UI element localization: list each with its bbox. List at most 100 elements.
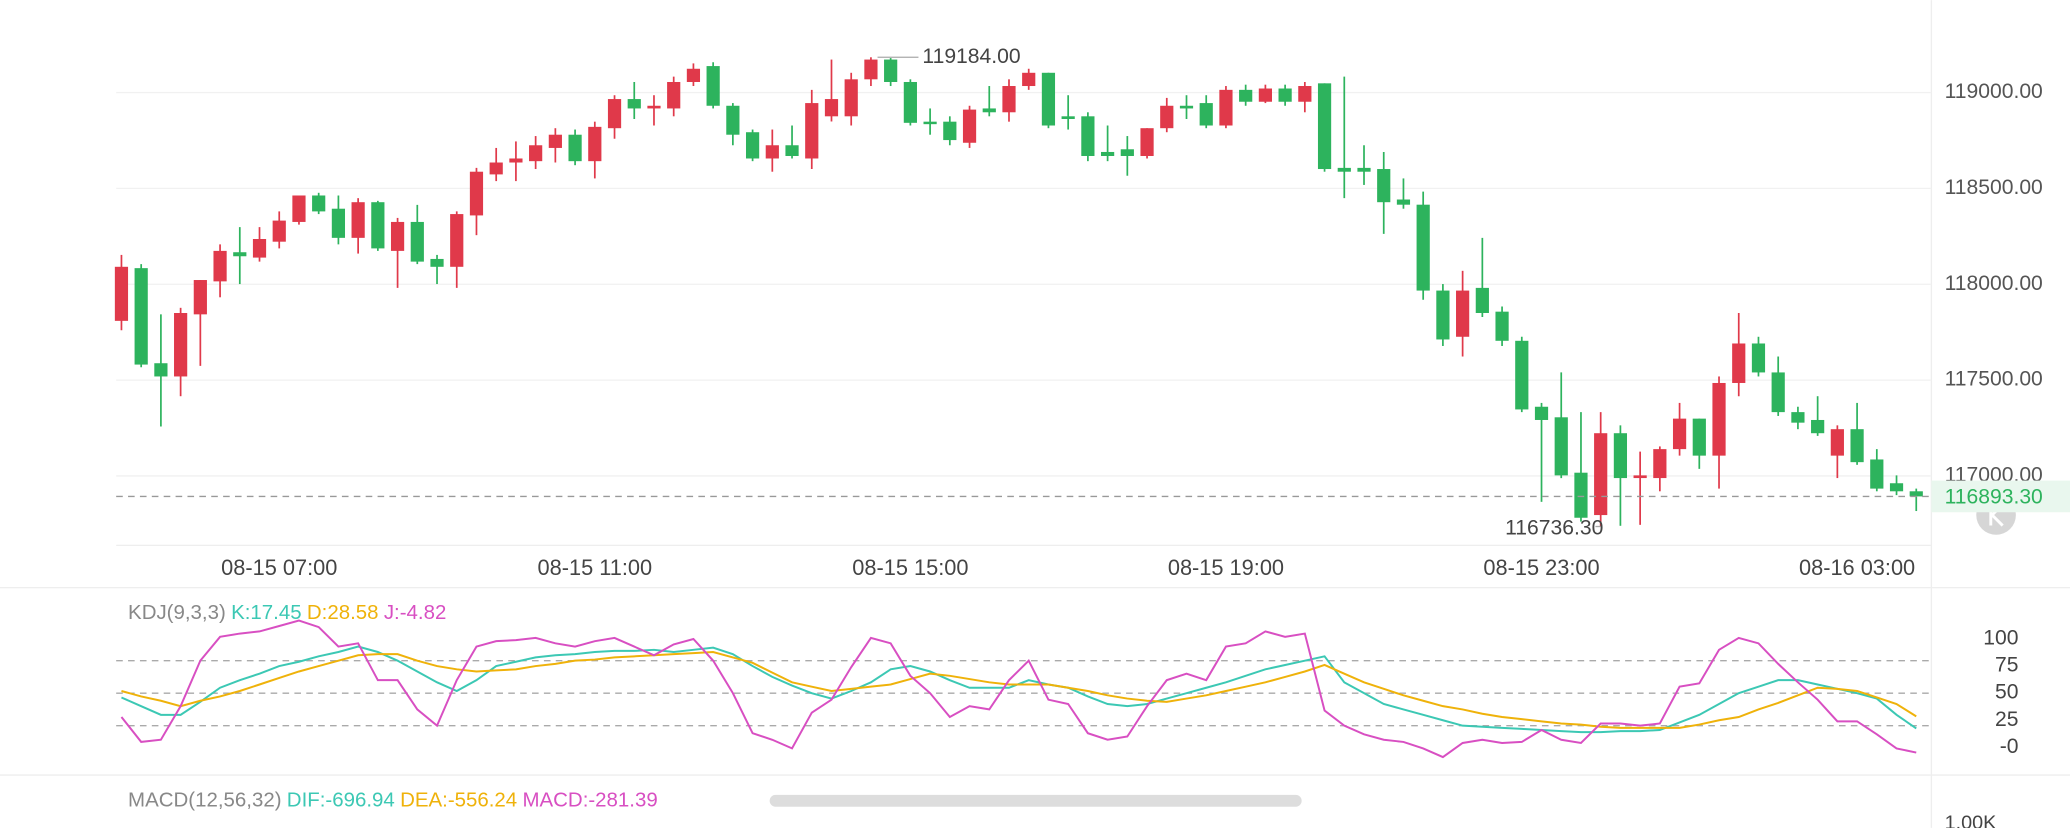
candle-body [410, 221, 424, 262]
candle-body [1357, 167, 1371, 172]
candle-body [1594, 433, 1608, 516]
candle-body [824, 99, 839, 117]
candle-body [943, 121, 957, 141]
candle-body [1712, 382, 1726, 456]
candle-body [1732, 343, 1746, 383]
candle-body [1160, 105, 1174, 129]
candle-body [1298, 86, 1312, 102]
candle-body [390, 221, 405, 251]
current-price-label: 116893.30 [1945, 485, 2043, 508]
candle-body [726, 105, 740, 135]
candle-body [805, 103, 819, 159]
candle-body [1258, 88, 1272, 102]
candle-body [982, 108, 996, 113]
candle-body [174, 313, 188, 377]
candle-body [1456, 290, 1470, 337]
y-tick-label: -0 [2000, 735, 2019, 758]
candle-body [1337, 167, 1351, 172]
candle-body [568, 134, 582, 162]
x-tick-label: 08-15 19:00 [1168, 555, 1284, 580]
candle-body [371, 202, 385, 249]
candle-body [1396, 199, 1411, 205]
candle-body [292, 195, 306, 222]
candle-body [272, 220, 286, 242]
y-tick-label: 50 [1995, 681, 2018, 704]
candle-body [1515, 340, 1529, 410]
candle-body [1811, 419, 1825, 434]
candle-body [193, 280, 207, 315]
legend-entry: MACD:-281.39 [522, 789, 657, 812]
line-series [121, 645, 1917, 734]
candle-body [1653, 449, 1667, 479]
candle-body [351, 202, 365, 238]
candle-body [1199, 103, 1213, 126]
candle-body [1061, 116, 1075, 119]
candle-body [213, 250, 227, 282]
candle-body [233, 252, 247, 257]
candle-body [962, 109, 977, 143]
candle-body [1377, 169, 1391, 203]
candle-body [588, 126, 602, 162]
candle-body [312, 195, 326, 212]
candle-body [1889, 483, 1904, 492]
candle-body [1574, 472, 1588, 518]
candle-body [1633, 475, 1647, 479]
candle-body [1771, 372, 1785, 413]
x-tick-label: 08-15 07:00 [221, 555, 337, 580]
x-tick-label: 08-15 23:00 [1483, 555, 1599, 580]
candle-body [706, 66, 720, 106]
candle-body [1140, 128, 1154, 156]
candle-body [509, 158, 523, 163]
scrollbar[interactable] [769, 794, 1302, 807]
candle-body [1850, 429, 1864, 463]
x-tick-label: 08-15 11:00 [538, 555, 653, 580]
candle-body [745, 132, 760, 159]
line-series [120, 619, 1917, 759]
y-tick-label: 75 [1995, 654, 2018, 677]
candle-body [1041, 72, 1056, 126]
y-tick-label: 117500.00 [1945, 368, 2043, 391]
candle-body [1909, 491, 1923, 497]
candle-body [647, 105, 661, 109]
candle-body [1239, 89, 1253, 102]
y-tick-label: 1.00K [1945, 812, 1997, 828]
x-tick-label: 08-15 15:00 [852, 555, 968, 580]
candle-body [686, 68, 701, 82]
annotation-label: 116736.30 [1505, 517, 1603, 540]
candle-body [1613, 433, 1628, 479]
candle-body [1179, 105, 1194, 109]
pane-title: KDJ(9,3,3) [128, 601, 226, 624]
candle-body [1219, 89, 1233, 126]
candle-body [1870, 459, 1884, 489]
candle-body [1672, 418, 1687, 450]
legend: MACD(12,56,32) DIF:-696.94 DEA:-556.24 MACD… [128, 789, 658, 812]
current-price-box [1931, 480, 2070, 513]
candle-body [1791, 412, 1805, 423]
candle-body [785, 145, 799, 156]
candle-body [154, 363, 168, 377]
candle-body [923, 121, 937, 125]
candle-body [529, 145, 543, 162]
pane-title: MACD(12,56,32) [128, 789, 281, 812]
y-tick-label: 118000.00 [1945, 272, 2043, 295]
candle-body [489, 162, 503, 175]
candle-body [331, 208, 346, 238]
candle-body [627, 99, 641, 109]
annotation-label: 119184.00 [922, 45, 1020, 68]
y-tick-label: 118500.00 [1945, 176, 2043, 199]
legend: KDJ(9,3,3) K:17.45 D:28.58 J:-4.82 [128, 601, 446, 624]
legend-entry: DEA:-556.24 [400, 789, 517, 812]
candle-body [252, 239, 267, 258]
candle-body [1278, 88, 1292, 102]
candle-body [1317, 83, 1332, 170]
y-tick-label: 25 [1995, 708, 2018, 731]
candle-body [1436, 290, 1450, 340]
candle-body [844, 79, 858, 117]
candle-body [1475, 287, 1489, 314]
legend-entry: K:17.45 [231, 601, 302, 624]
legend-entry: DIF:-696.94 [287, 789, 395, 812]
candle-body [134, 268, 148, 365]
candle-body [1022, 72, 1036, 87]
